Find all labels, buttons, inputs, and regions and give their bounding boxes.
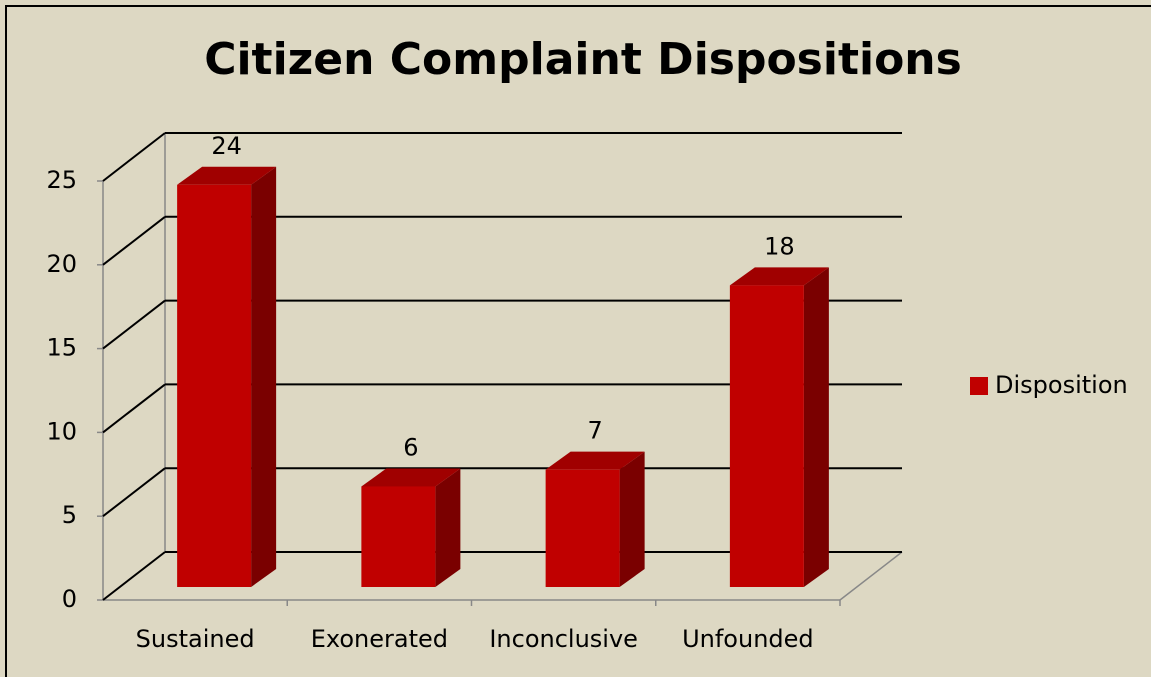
grid-line — [102, 299, 166, 350]
bar-top — [729, 267, 829, 286]
x-tick-label: Sustained — [136, 625, 255, 653]
y-tick-label: 10 — [46, 417, 77, 445]
grid-line — [102, 132, 166, 182]
grid-line — [102, 467, 166, 517]
bar-side — [435, 468, 461, 587]
y-tick-label: 5 — [62, 501, 77, 529]
x-tick-label: Unfounded — [682, 625, 814, 653]
bar — [177, 184, 252, 587]
data-label: 6 — [403, 433, 418, 461]
data-label: 18 — [764, 232, 795, 260]
bar — [361, 486, 436, 587]
y-tick-label: 15 — [46, 334, 77, 362]
x-tick-label: Inconclusive — [489, 625, 638, 653]
bar-top — [361, 468, 461, 487]
bar-side — [619, 451, 645, 587]
chart-title: Citizen Complaint Dispositions — [204, 34, 962, 85]
data-label: 24 — [211, 132, 242, 160]
legend-label: Disposition — [995, 371, 1128, 399]
floor-edge — [839, 551, 903, 601]
x-tick-label: Exonerated — [311, 625, 448, 653]
grid-line — [102, 551, 166, 601]
bar — [729, 285, 804, 587]
grid-line — [102, 216, 166, 266]
bar-side — [803, 267, 829, 587]
bar-top — [545, 451, 645, 470]
y-tick-label: 20 — [46, 250, 77, 278]
legend-swatch — [970, 377, 988, 395]
bar — [545, 469, 620, 587]
y-tick-label: 25 — [46, 166, 77, 194]
grid-line — [102, 383, 166, 434]
bar-top — [177, 166, 277, 185]
bar-side — [251, 166, 277, 587]
data-label: 7 — [587, 417, 602, 445]
border — [5, 5, 1151, 677]
y-tick-label: 0 — [62, 585, 77, 613]
